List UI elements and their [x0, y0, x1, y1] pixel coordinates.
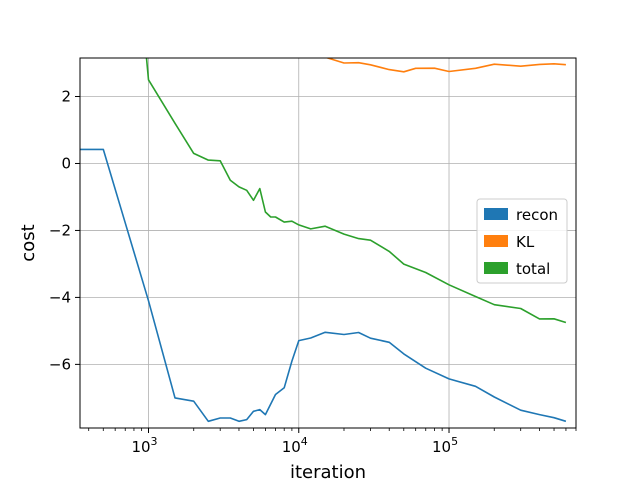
x-tick-label: 105 — [432, 435, 458, 456]
x-axis-label: iteration — [290, 462, 366, 480]
x-tick-exponent: 3 — [151, 435, 158, 448]
legend-swatch-KL — [484, 235, 508, 247]
y-tick-label: −6 — [49, 355, 71, 373]
x-tick-label: 104 — [282, 435, 308, 456]
y-axis: 2 0 −2 −4 −6 — [49, 88, 80, 373]
x-tick-label: 103 — [131, 435, 157, 456]
y-tick-label: −4 — [49, 288, 71, 306]
legend-swatch-recon — [484, 208, 508, 220]
x-tick-exponent: 5 — [451, 435, 458, 448]
x-tick-base: 10 — [282, 438, 301, 456]
y-tick-label: 2 — [61, 88, 71, 106]
x-axis: 103 104 105 — [88, 428, 577, 456]
legend: recon KL total — [476, 198, 568, 284]
legend-label-total: total — [516, 260, 550, 278]
x-tick-base: 10 — [131, 438, 150, 456]
grid — [80, 58, 576, 428]
y-tick-label: 0 — [61, 154, 71, 172]
legend-label-KL: KL — [516, 233, 535, 251]
y-axis-label: cost — [18, 224, 39, 261]
x-tick-exponent: 4 — [301, 435, 308, 448]
series-line-total — [145, 58, 567, 324]
y-tick-label: −2 — [49, 221, 71, 239]
legend-swatch-total — [484, 262, 508, 274]
x-tick-base: 10 — [432, 438, 451, 456]
series-line-KL — [325, 58, 566, 73]
legend-label-recon: recon — [516, 206, 558, 224]
plot-area — [80, 58, 567, 423]
series-line-recon — [80, 148, 567, 423]
axes-frame — [79, 57, 577, 429]
